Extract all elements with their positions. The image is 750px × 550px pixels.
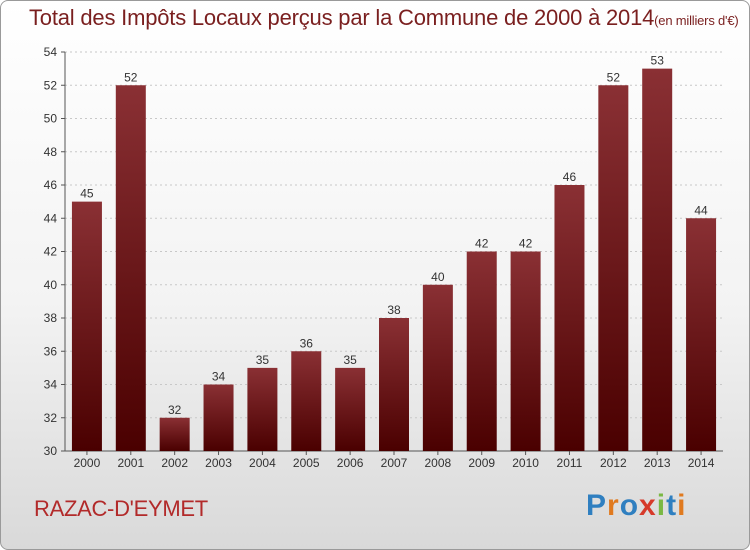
data-label-2008: 40 bbox=[431, 270, 445, 284]
chart-title: Total des Impôts Locaux perçus par la Co… bbox=[29, 5, 739, 30]
x-tick-label-2006: 2006 bbox=[337, 456, 364, 470]
bar-2007 bbox=[379, 318, 409, 451]
bar-2001 bbox=[115, 85, 146, 451]
data-label-2000: 45 bbox=[80, 187, 94, 201]
x-tick-label-2003: 2003 bbox=[205, 456, 232, 470]
data-label-2012: 52 bbox=[607, 70, 621, 84]
data-label-2014: 44 bbox=[694, 203, 708, 217]
data-labels: 45 52 32 34 35 36 35 38 40 42 42 46 52 53 44 bbox=[80, 54, 708, 417]
bar-2004 bbox=[247, 367, 278, 451]
data-label-2007: 38 bbox=[387, 303, 401, 317]
data-label-2002: 32 bbox=[168, 403, 182, 417]
bars bbox=[71, 68, 717, 451]
x-tick-label-2001: 2001 bbox=[117, 456, 144, 470]
data-label-2013: 53 bbox=[651, 54, 665, 68]
logo-letter: i bbox=[656, 489, 667, 522]
data-label-2005: 36 bbox=[300, 336, 314, 350]
data-label-2001: 52 bbox=[124, 70, 138, 84]
data-label-2009: 42 bbox=[475, 237, 489, 251]
data-label-2011: 46 bbox=[563, 170, 577, 184]
bar-2014 bbox=[686, 218, 717, 451]
bar-2010 bbox=[510, 251, 541, 451]
logo-letter: t bbox=[666, 489, 678, 522]
x-tick-label-2014: 2014 bbox=[688, 456, 715, 470]
commune-name: RAZAC-D'EYMET bbox=[34, 496, 208, 521]
y-tick-label: 32 bbox=[44, 411, 58, 425]
y-tick-label: 46 bbox=[44, 178, 58, 192]
y-tick-label: 54 bbox=[44, 45, 58, 59]
data-label-2006: 35 bbox=[343, 353, 357, 367]
x-tick-label-2009: 2009 bbox=[468, 456, 495, 470]
bar-2008 bbox=[422, 284, 453, 451]
x-tick-label-2004: 2004 bbox=[249, 456, 276, 470]
bar-2009 bbox=[466, 251, 497, 451]
y-tick-label: 40 bbox=[44, 278, 58, 292]
bar-2005 bbox=[291, 351, 322, 451]
data-label-2003: 34 bbox=[212, 370, 226, 384]
chart-unit: (en milliers d'€) bbox=[654, 13, 739, 28]
x-tick-label-2002: 2002 bbox=[161, 456, 188, 470]
logo-letter: P bbox=[586, 489, 608, 522]
y-tick-label: 34 bbox=[44, 378, 58, 392]
y-tick-label: 42 bbox=[44, 245, 58, 259]
logo-letter: i bbox=[677, 489, 687, 522]
x-tick-label-2008: 2008 bbox=[425, 456, 452, 470]
bar-2003 bbox=[203, 384, 234, 451]
logo-letter: o bbox=[619, 489, 640, 522]
data-label-2010: 42 bbox=[519, 237, 533, 251]
bar-2011 bbox=[554, 185, 585, 451]
data-label-2004: 35 bbox=[256, 353, 270, 367]
x-tick-label-2007: 2007 bbox=[381, 456, 408, 470]
y-tick-label: 52 bbox=[44, 78, 58, 92]
x-tick-label-2012: 2012 bbox=[600, 456, 627, 470]
logo-letter: r bbox=[607, 489, 620, 522]
y-tick-label: 38 bbox=[44, 311, 58, 325]
bar-2000 bbox=[71, 201, 102, 451]
x-tick-label-2013: 2013 bbox=[644, 456, 671, 470]
y-tick-label: 36 bbox=[44, 344, 58, 358]
y-tick-label: 30 bbox=[44, 444, 58, 458]
logo-letter: x bbox=[639, 489, 657, 522]
x-tick-label-2011: 2011 bbox=[557, 456, 583, 470]
bar-2013 bbox=[642, 68, 673, 451]
bar-2006 bbox=[335, 367, 366, 451]
proxiti-logo: Proxiti bbox=[586, 489, 686, 523]
y-tick-label: 44 bbox=[44, 211, 58, 225]
x-tick-label-2005: 2005 bbox=[293, 456, 320, 470]
y-tick-label: 48 bbox=[44, 145, 58, 159]
x-tick-label-2010: 2010 bbox=[512, 456, 539, 470]
x-tick-label-2000: 2000 bbox=[74, 456, 101, 470]
bar-2012 bbox=[598, 85, 629, 451]
y-tick-label: 50 bbox=[44, 112, 58, 126]
bar-2002 bbox=[159, 417, 190, 451]
